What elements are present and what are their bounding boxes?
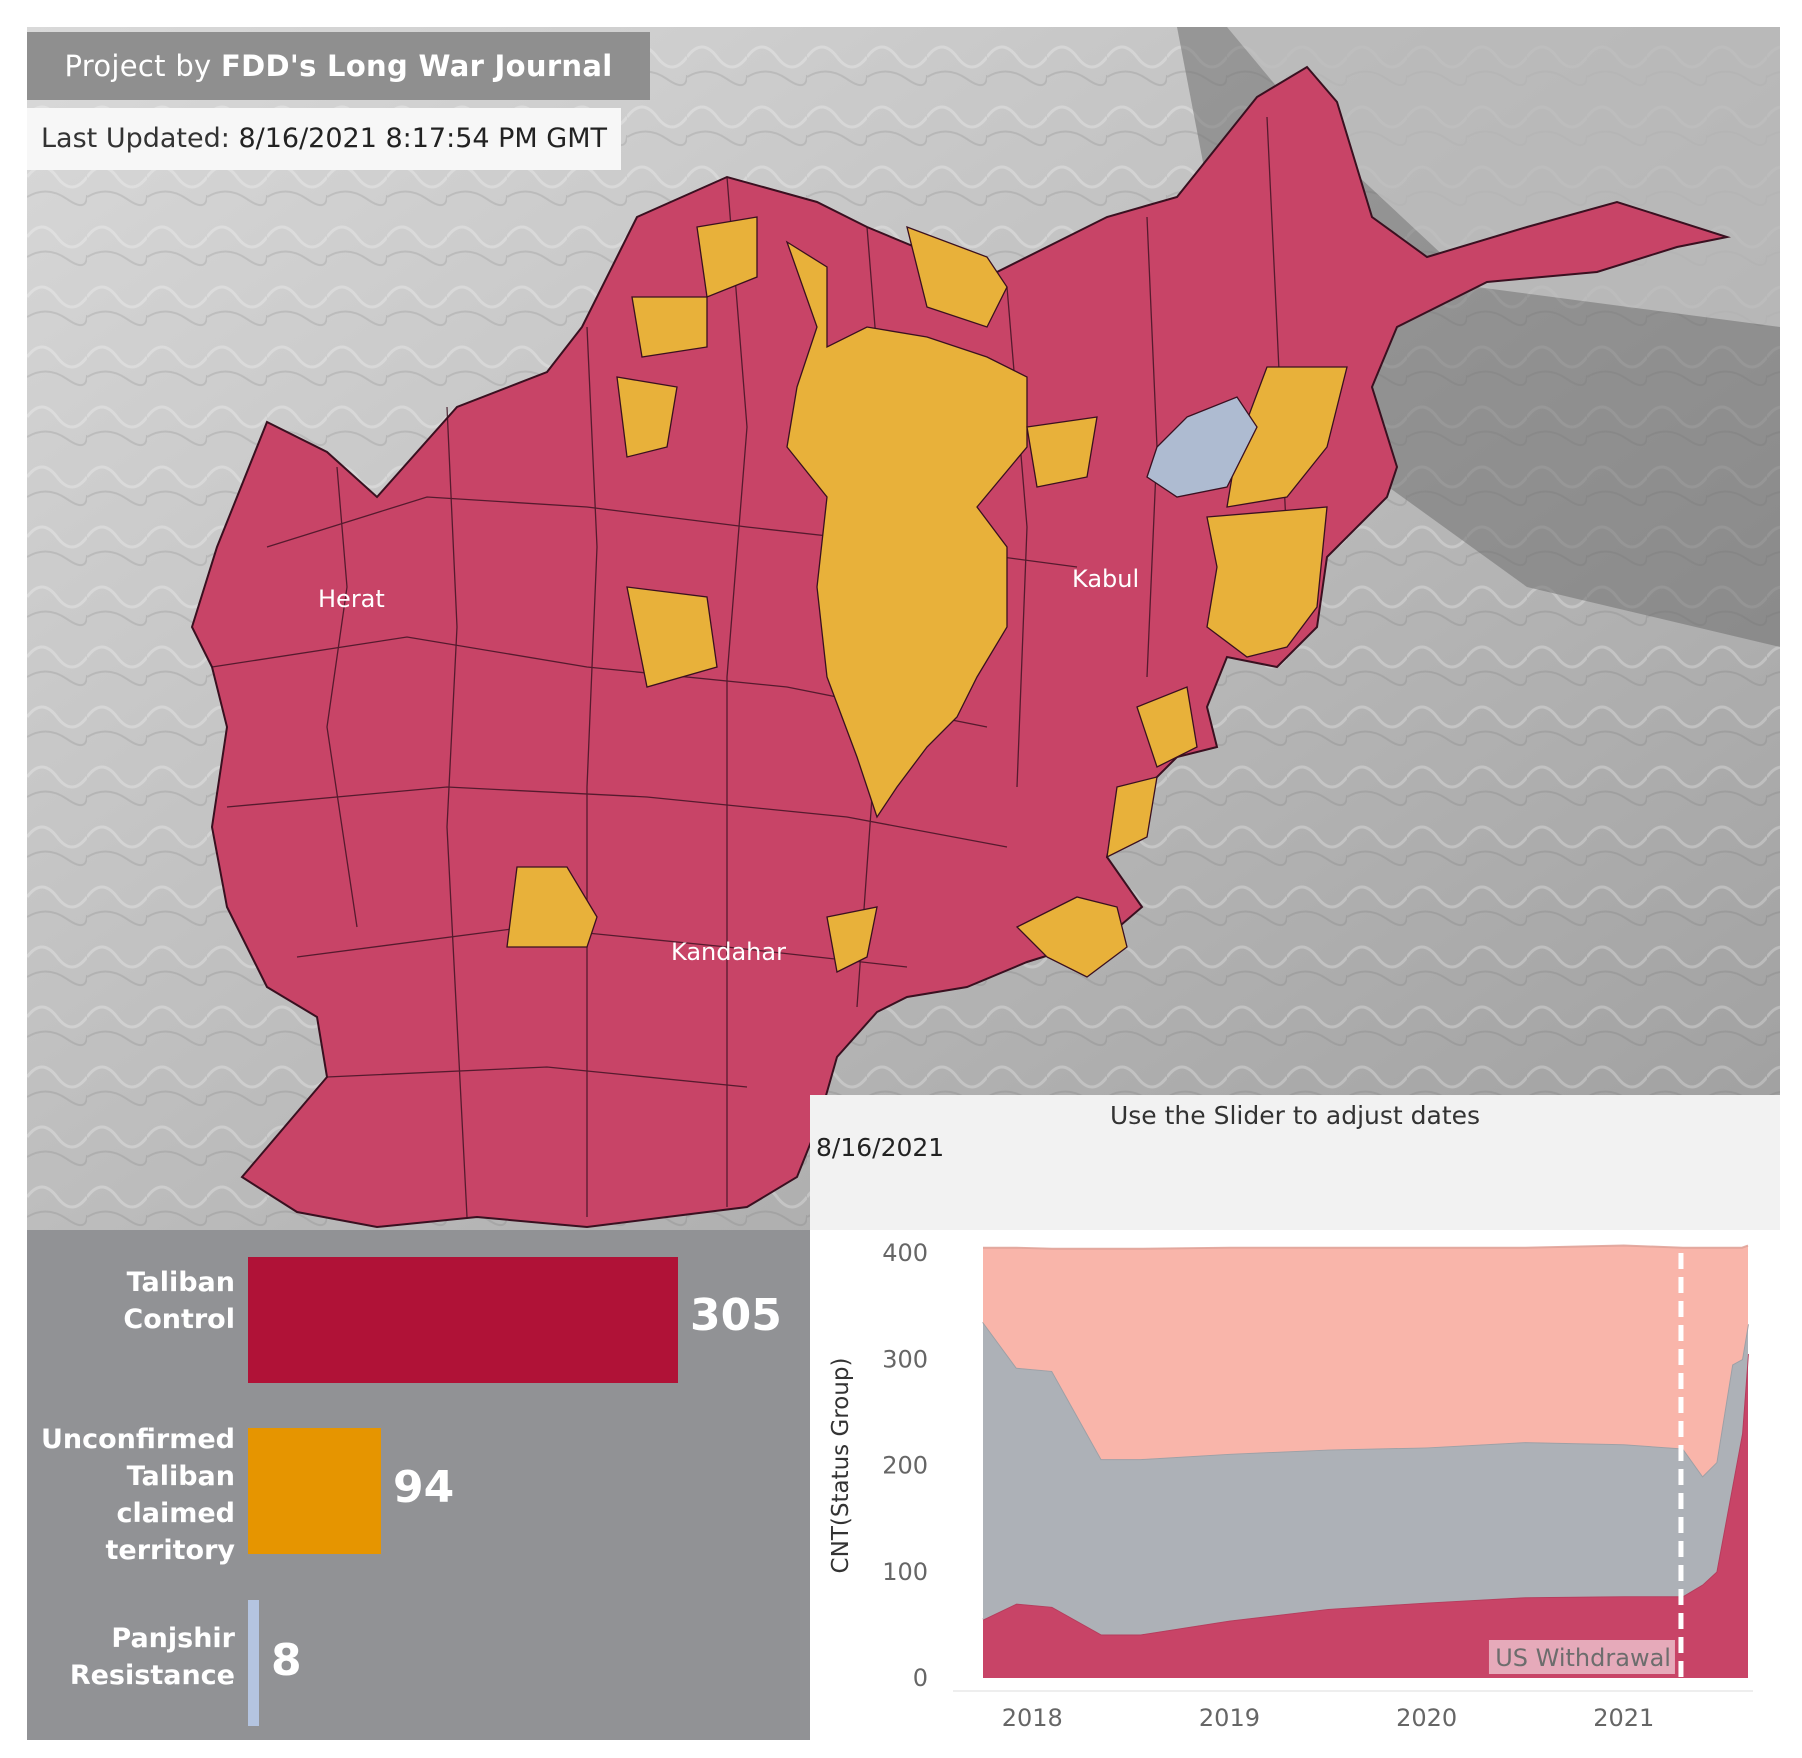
- annotation-bg: [1488, 1640, 1675, 1674]
- y-tick-label: 200: [882, 1452, 928, 1480]
- label-line: territory: [105, 1535, 235, 1566]
- y-tick-label: 400: [882, 1239, 928, 1267]
- slider-instruction: Use the Slider to adjust dates: [1109, 1101, 1481, 1130]
- value-panjshir: 8: [271, 1635, 302, 1686]
- label-line: claimed: [116, 1498, 235, 1529]
- updated-value: 8/16/2021 8:17:54 PM GMT: [238, 123, 607, 154]
- value-taliban-control: 305: [690, 1290, 782, 1341]
- bar-panjshir[interactable]: [248, 1600, 259, 1726]
- slider-date[interactable]: 8/16/2021: [816, 1133, 945, 1162]
- x-tick-label: 2019: [1199, 1704, 1260, 1732]
- satellite-map[interactable]: [27, 27, 1780, 1230]
- y-tick-label: 100: [882, 1558, 928, 1586]
- label-taliban-control: Taliban Control: [27, 1264, 235, 1338]
- y-tick-label: 0: [913, 1664, 928, 1692]
- map-panel[interactable]: [27, 27, 1780, 1230]
- label-line: Resistance: [69, 1660, 235, 1691]
- area-series-edge-0: [982, 1353, 1749, 1636]
- city-label-kandahar: Kandahar: [671, 938, 786, 966]
- area-series-edge-1: [982, 1321, 1749, 1478]
- area-series-edge-2: [983, 1244, 1749, 1250]
- label-line: Panjshir: [111, 1623, 235, 1654]
- timeline-chart-panel: 400 300 200 100 0 CNT(Status Group) 2018 2019 20…: [813, 1238, 1780, 1748]
- city-label-herat: Herat: [318, 585, 385, 613]
- y-axis-title: CNT(Status Group): [828, 1358, 854, 1574]
- date-slider-panel[interactable]: Use the Slider to adjust dates: [810, 1095, 1780, 1230]
- label-panjshir: Panjshir Resistance: [27, 1620, 235, 1694]
- label-line: Control: [123, 1304, 235, 1335]
- project-prefix: Project by: [64, 49, 222, 83]
- label-line: Taliban: [126, 1461, 235, 1492]
- x-tick-label: 2021: [1593, 1704, 1654, 1732]
- label-unconfirmed: Unconfirmed Taliban claimed territory: [27, 1421, 235, 1569]
- label-line: Unconfirmed: [40, 1424, 235, 1455]
- project-name[interactable]: FDD's Long War Journal: [221, 49, 613, 83]
- last-updated: Last Updated: 8/16/2021 8:17:54 PM GMT: [27, 108, 621, 170]
- us-withdrawal-label: US Withdrawal: [1495, 1644, 1671, 1672]
- status-area-chart[interactable]: 400 300 200 100 0 CNT(Status Group) 2018 2019 20…: [813, 1238, 1780, 1748]
- area-series-2[interactable]: [983, 1245, 1748, 1477]
- panjshir-area[interactable]: [1146, 396, 1258, 498]
- x-tick-label: 2018: [1002, 1704, 1063, 1732]
- bar-taliban-control[interactable]: [248, 1257, 678, 1383]
- x-tick-label: 2020: [1396, 1704, 1457, 1732]
- updated-label: Last Updated:: [41, 123, 239, 154]
- area-series-1[interactable]: [983, 1322, 1748, 1635]
- unconfirmed-areas[interactable]: [506, 216, 1348, 978]
- project-title: Project by FDD's Long War Journal: [27, 32, 650, 100]
- value-unconfirmed: 94: [393, 1462, 455, 1513]
- bar-unconfirmed[interactable]: [248, 1428, 381, 1554]
- label-line: Taliban: [126, 1267, 235, 1298]
- status-summary-panel: Taliban Control 305 Unconfirmed Taliban …: [27, 1230, 810, 1740]
- city-label-kabul: Kabul: [1072, 565, 1140, 593]
- y-tick-label: 300: [882, 1345, 928, 1373]
